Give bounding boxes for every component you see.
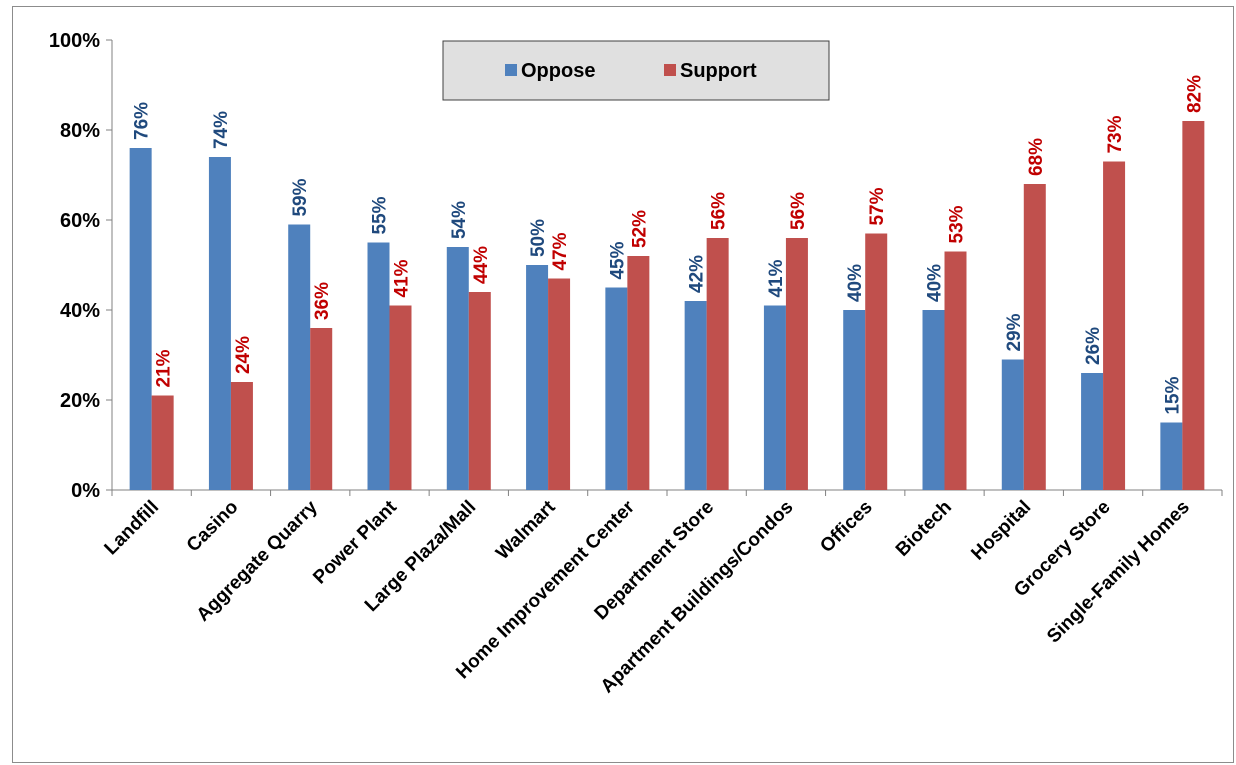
data-label-support: 53%: [947, 205, 968, 243]
bar-oppose: [1160, 422, 1183, 490]
y-tick-label: 60%: [60, 210, 100, 232]
data-label-support: 47%: [550, 232, 571, 270]
category-label: Casino: [183, 497, 243, 557]
data-label-oppose: 41%: [766, 259, 787, 297]
category-label: Offices: [816, 497, 876, 557]
bar-support: [865, 233, 888, 490]
data-label-support: 68%: [1026, 138, 1047, 176]
data-label-oppose: 42%: [687, 255, 708, 293]
bar-oppose: [605, 287, 628, 490]
bar-oppose: [1001, 359, 1024, 490]
bar-oppose: [1081, 373, 1104, 490]
data-label-oppose: 26%: [1083, 327, 1104, 365]
legend-swatch-support: [664, 64, 676, 76]
data-label-oppose: 29%: [1004, 313, 1025, 351]
data-label-support: 56%: [788, 192, 809, 230]
y-axis: 0% 20% 40% 60% 80% 100%: [49, 30, 113, 502]
bar-oppose: [446, 247, 469, 490]
data-label-oppose: 55%: [370, 196, 391, 234]
bar-support: [230, 382, 253, 490]
data-label-support: 82%: [1184, 75, 1205, 113]
bar-support: [151, 395, 174, 490]
data-label-support: 41%: [392, 259, 413, 297]
data-label-oppose: 40%: [845, 264, 866, 302]
bar-oppose: [922, 310, 945, 490]
bar-support: [785, 238, 808, 490]
data-label-oppose: 50%: [528, 219, 549, 257]
data-label-support: 73%: [1105, 115, 1126, 153]
category-label: Hospital: [967, 497, 1035, 565]
legend: Oppose Support: [442, 40, 830, 101]
data-label-oppose: 74%: [211, 111, 232, 149]
bar-support: [310, 328, 333, 490]
bar-support: [944, 251, 967, 490]
bar-oppose: [526, 265, 549, 490]
bars: [129, 121, 1205, 490]
data-label-oppose: 15%: [1162, 376, 1183, 414]
category-label: Landfill: [101, 497, 164, 560]
data-label-oppose: 76%: [132, 102, 153, 140]
data-label-support: 52%: [629, 210, 650, 248]
data-label-support: 44%: [471, 246, 492, 284]
data-label-oppose: 54%: [449, 201, 470, 239]
y-tick-label: 100%: [49, 30, 100, 52]
category-label: Single-Family Homes: [1043, 497, 1194, 648]
bar-oppose: [129, 148, 152, 490]
data-label-support: 36%: [312, 282, 333, 320]
y-tick-label: 20%: [60, 390, 100, 412]
data-label-oppose: 45%: [607, 241, 628, 279]
data-label-oppose: 40%: [925, 264, 946, 302]
data-label-support: 21%: [154, 349, 175, 387]
data-label-oppose: 59%: [290, 178, 311, 216]
data-label-support: 57%: [867, 187, 888, 225]
bar-support: [389, 305, 412, 490]
category-label: Walmart: [492, 496, 560, 564]
y-tick-label: 0%: [71, 480, 100, 502]
legend-label-oppose: Oppose: [521, 60, 595, 82]
bar-support: [1023, 184, 1046, 490]
legend-label-support: Support: [680, 60, 757, 82]
x-axis: [111, 489, 1223, 496]
bar-oppose: [367, 242, 390, 490]
bar-oppose: [288, 224, 311, 490]
bar-oppose: [763, 305, 786, 490]
data-label-support: 24%: [233, 336, 254, 374]
bar-oppose: [843, 310, 866, 490]
bar-support: [627, 256, 650, 490]
bar-support: [468, 292, 491, 490]
y-tick-label: 40%: [60, 300, 100, 322]
legend-swatch-oppose: [505, 64, 517, 76]
y-tick-label: 80%: [60, 120, 100, 142]
category-label: Biotech: [892, 497, 956, 561]
bar-support: [1103, 161, 1126, 490]
bar-support: [1182, 121, 1205, 490]
bar-oppose: [208, 157, 231, 490]
bar-oppose: [684, 301, 707, 490]
data-label-support: 56%: [709, 192, 730, 230]
data-labels: 76% 74% 59% 55% 54% 50% 45% 42% 41% 40% 40% 29% 26% 1…: [132, 75, 1206, 415]
bar-support: [548, 278, 571, 490]
legend-box: [442, 40, 830, 101]
bar-support: [706, 238, 729, 490]
